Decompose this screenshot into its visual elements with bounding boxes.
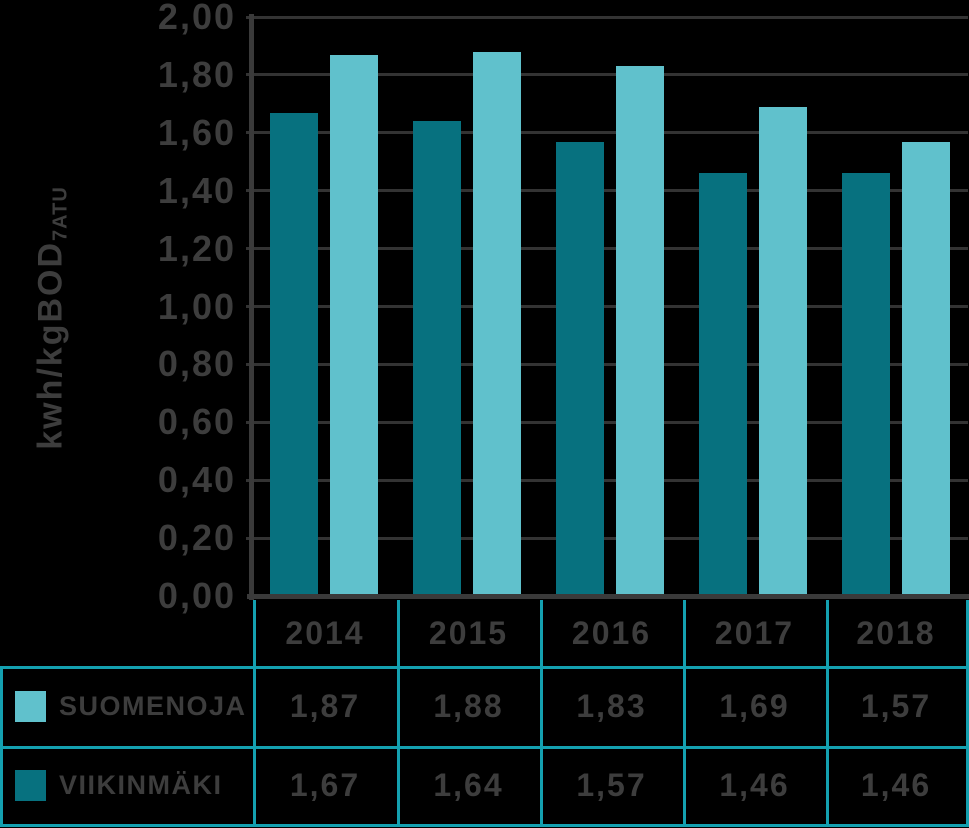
table-value: 1,46 bbox=[860, 766, 932, 803]
table-border-vertical bbox=[540, 600, 543, 666]
table-border-vertical bbox=[540, 666, 543, 827]
table-border-horizontal bbox=[0, 746, 969, 749]
table-border-horizontal bbox=[0, 666, 969, 669]
x-axis-line bbox=[247, 594, 969, 599]
table-border-vertical bbox=[397, 600, 400, 666]
table-value: 1,83 bbox=[576, 687, 647, 724]
gridline bbox=[246, 362, 968, 366]
table-value: 1,69 bbox=[719, 687, 790, 724]
bar-viikinmaki-2017 bbox=[699, 173, 747, 596]
table-header-year: 2015 bbox=[428, 614, 509, 651]
legend-item-suomenoja: SUOMENOJA bbox=[3, 666, 253, 746]
y-tick-label: 1,60 bbox=[157, 111, 236, 153]
table-value: 1,46 bbox=[719, 766, 790, 803]
plot-area bbox=[246, 15, 968, 596]
table-border-vertical bbox=[683, 600, 686, 666]
legend-label-viikinmaki: VIIKINMÄKI bbox=[59, 769, 223, 800]
bar-viikinmaki-2016 bbox=[556, 141, 604, 596]
legend-swatch-suomenoja bbox=[15, 690, 46, 722]
legend-label-suomenoja: SUOMENOJA bbox=[59, 690, 247, 721]
gridline bbox=[246, 189, 968, 193]
table-value: 1,64 bbox=[433, 766, 504, 803]
bar-suomenoja-2014 bbox=[330, 54, 378, 596]
table-header-year: 2017 bbox=[714, 614, 795, 651]
y-tick-label: 0,00 bbox=[157, 575, 236, 616]
bar-viikinmaki-2014 bbox=[270, 112, 318, 596]
y-tick-label: 1,40 bbox=[157, 169, 236, 211]
bar-suomenoja-2017 bbox=[759, 106, 807, 596]
table-header-year: 2016 bbox=[571, 614, 652, 651]
y-tick-label: 1,20 bbox=[157, 227, 236, 269]
y-tick-label: 0,80 bbox=[157, 343, 236, 385]
y-tick-label: 0,60 bbox=[157, 401, 236, 443]
table-value: 1,87 bbox=[289, 687, 361, 724]
gridline bbox=[246, 131, 968, 135]
y-axis-line bbox=[249, 14, 254, 600]
table-border-vertical bbox=[966, 600, 969, 666]
gridline bbox=[246, 305, 968, 308]
table-border-vertical bbox=[397, 666, 400, 827]
table-header-year: 2018 bbox=[856, 614, 936, 651]
y-tick-label: 0,40 bbox=[157, 459, 236, 501]
gridline bbox=[246, 15, 968, 19]
table-value: 1,57 bbox=[576, 766, 647, 803]
y-tick-label: 1,00 bbox=[157, 285, 236, 327]
table-header-year: 2014 bbox=[285, 614, 365, 651]
table-border-vertical bbox=[0, 666, 3, 827]
table-border-vertical bbox=[253, 666, 256, 827]
legend-item-viikinmaki: VIIKINMÄKI bbox=[3, 746, 253, 824]
gridline bbox=[246, 73, 968, 77]
table-border-horizontal bbox=[0, 824, 969, 827]
table-border-vertical bbox=[253, 600, 256, 666]
table-border-vertical bbox=[826, 600, 829, 666]
y-tick-label: 2,00 bbox=[157, 0, 236, 37]
bar-viikinmaki-2018 bbox=[842, 173, 890, 596]
table-border-vertical bbox=[826, 666, 829, 827]
y-tick-label: 1,80 bbox=[157, 53, 236, 95]
table-value: 1,57 bbox=[860, 687, 932, 724]
gridline bbox=[246, 478, 968, 482]
table-value: 1,88 bbox=[433, 687, 504, 724]
bar-suomenoja-2015 bbox=[473, 51, 521, 596]
legend-swatch-viikinmaki bbox=[15, 769, 46, 801]
bar-suomenoja-2016 bbox=[616, 66, 664, 596]
bar-suomenoja-2018 bbox=[902, 141, 950, 596]
bar-viikinmaki-2015 bbox=[413, 121, 461, 596]
gridline bbox=[246, 247, 968, 251]
y-axis-tick-labels: 0,00 0,20 0,40 0,60 0,80 1,00 1,20 1,40 1,60 1,80… bbox=[0, 0, 236, 614]
table-value: 1,67 bbox=[289, 766, 361, 803]
gridline bbox=[246, 536, 968, 540]
table-border-vertical bbox=[966, 666, 969, 827]
table-border-vertical bbox=[683, 666, 686, 827]
bar-chart: kwh/kgBOD7ATU 0,00 0,20 0,40 0,60 0,80 1,00 1,… bbox=[0, 0, 969, 614]
gridline bbox=[246, 420, 968, 424]
y-tick-label: 0,20 bbox=[157, 517, 236, 559]
